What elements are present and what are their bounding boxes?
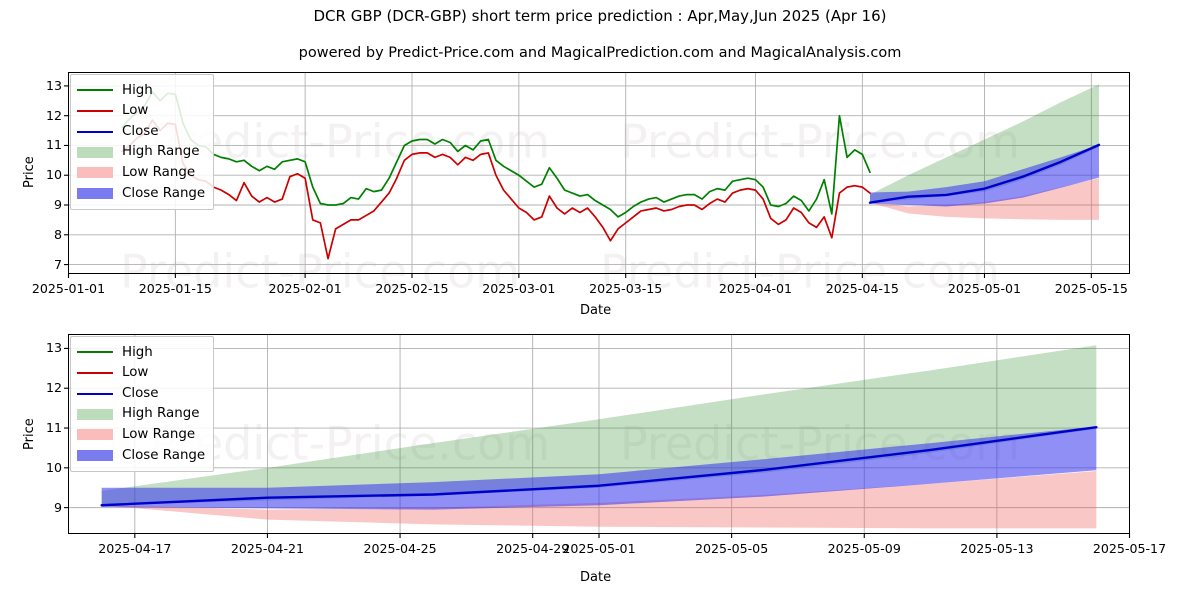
bottom-legend-label: Low	[122, 365, 149, 381]
x-axis-tick-label: 2025-03-01	[482, 280, 556, 296]
series-line-low	[121, 119, 871, 260]
x-axis-tick-label: 2025-02-15	[375, 280, 449, 296]
bottom-chart-panel: Predict-Price.com Predict-Price.com Price…	[0, 320, 1200, 600]
top-chart-legend: High Low Close High Range Low Range Close Ran…	[70, 74, 215, 210]
series-line-close	[868, 143, 1101, 204]
top-legend-item-low: Low	[77, 101, 205, 122]
top-legend-label: Low Range	[122, 164, 196, 180]
top-plot-frame	[68, 72, 1130, 274]
bottom-legend-swatch-icon	[77, 346, 113, 359]
top-legend-item-high: High	[77, 80, 205, 101]
top-legend-swatch-icon	[77, 146, 113, 159]
y-axis-tick-label: 9	[53, 197, 62, 212]
bottom-legend-swatch-icon	[77, 408, 113, 421]
x-axis-tick-label: 2025-05-13	[960, 540, 1034, 556]
series-line-high	[121, 91, 871, 218]
bottom-legend-swatch-icon	[77, 428, 113, 441]
top-legend-item-high-range: High Range	[77, 142, 205, 163]
x-axis-tick-label: 2025-04-17	[98, 540, 172, 556]
bottom-legend-item-close: Close	[77, 383, 205, 404]
watermark-text: Predict-Price.com	[620, 115, 1020, 169]
x-axis-tick-label: 2025-03-15	[589, 280, 663, 296]
bottom-legend-swatch-icon	[77, 387, 113, 400]
x-axis-tick-label: 2025-04-25	[363, 540, 437, 556]
top-legend-label: Close Range	[122, 185, 206, 201]
x-axis-tick-label: 2025-05-05	[695, 540, 769, 556]
top-legend-label: Close	[122, 123, 159, 139]
bottom-legend-label: High Range	[122, 406, 200, 422]
y-axis-tick-label: 13	[45, 77, 62, 93]
tick-marks	[64, 85, 1092, 278]
close-range-band	[101, 426, 1097, 510]
x-axis-tick-label: 2025-04-29	[496, 540, 570, 556]
watermark-text: Predict-Price.com	[150, 115, 550, 169]
bottom-legend-swatch-icon	[77, 366, 113, 379]
y-axis-tick-label: 10	[45, 459, 62, 475]
top-legend-swatch-icon	[77, 166, 113, 179]
x-axis-tick-label: 2025-01-15	[138, 280, 212, 296]
top-legend-label: High Range	[122, 144, 200, 160]
watermark-text: Predict-Price.com	[120, 245, 520, 299]
x-axis-tick-label: 2025-04-15	[825, 280, 899, 296]
x-axis-tick-label: 2025-04-21	[230, 540, 305, 556]
bottom-legend-swatch-icon	[77, 449, 113, 462]
y-axis-tick-label: 11	[45, 137, 62, 153]
top-legend-item-close-range: Close Range	[77, 183, 205, 204]
x-axis-tick-label: 2025-05-17	[1092, 540, 1167, 556]
bottom-x-axis-label: Date	[580, 570, 612, 585]
watermark-text: Predict-Price.com	[600, 245, 1000, 299]
x-axis-tick-label: 2025-04-01	[718, 280, 793, 296]
top-legend-swatch-icon	[77, 125, 113, 138]
top-legend-label: Low	[122, 103, 149, 119]
watermark-text: Predict-Price.com	[150, 417, 550, 471]
bottom-chart-canvas: Predict-Price.com Predict-Price.com	[64, 334, 1131, 538]
bottom-legend-item-low: Low	[77, 363, 205, 384]
x-axis-tick-label: 2025-01-01	[31, 280, 106, 296]
y-axis-tick-label: 11	[45, 420, 62, 436]
bottom-legend-label: Close Range	[122, 447, 206, 463]
y-axis-tick-label: 9	[53, 499, 62, 515]
bottom-plot-frame	[68, 334, 1130, 534]
bottom-legend-label: High	[122, 344, 153, 360]
tick-marks	[64, 347, 1131, 538]
y-axis-tick-label: 8	[53, 226, 62, 242]
top-legend-item-low-range: Low Range	[77, 162, 205, 183]
high-range-band	[869, 84, 1099, 203]
y-axis-tick-label: 12	[45, 380, 62, 396]
x-axis-tick-label: 2025-05-01	[562, 540, 636, 556]
series-line-close	[100, 426, 1098, 507]
low-range-band	[101, 471, 1097, 529]
bottom-legend-item-close-range: Close Range	[77, 445, 205, 466]
page-subtitle: powered by Predict-Price.com and Magical…	[298, 45, 902, 61]
x-axis-tick-label: 2025-05-09	[827, 540, 901, 556]
top-legend-swatch-icon	[77, 104, 113, 117]
x-axis-tick-label: 2025-02-01	[268, 280, 342, 296]
top-legend-swatch-icon	[77, 84, 113, 97]
high-range-band	[101, 345, 1097, 506]
page-title: DCR GBP (DCR-GBP) short term price predi…	[313, 7, 887, 25]
top-legend-swatch-icon	[77, 187, 113, 200]
top-x-axis-label: Date	[580, 303, 612, 318]
bottom-legend-item-high-range: High Range	[77, 404, 205, 425]
x-axis-tick-label: 2025-05-15	[1054, 280, 1128, 296]
top-chart-panel: Predict-Price.com Predict-Price.com Predic…	[22, 72, 1130, 318]
close-range-band	[869, 144, 1099, 207]
y-axis-tick-label: 12	[45, 107, 62, 123]
bottom-legend-label: Close	[122, 385, 159, 401]
x-axis-tick-label: 2025-05-01	[947, 280, 1022, 296]
y-axis-tick-label: 7	[53, 256, 62, 272]
bottom-legend-label: Low Range	[122, 426, 196, 442]
y-axis-tick-label: 10	[45, 167, 62, 183]
top-legend-label: High	[122, 82, 153, 98]
bottom-legend-item-high: High	[77, 342, 205, 363]
bottom-chart-legend: High Low Close High Range Low Range Close Ran…	[70, 336, 215, 472]
low-range-band	[869, 178, 1099, 220]
y-axis-tick-label: 13	[45, 340, 62, 356]
top-legend-item-close: Close	[77, 121, 205, 142]
bottom-legend-item-low-range: Low Range	[77, 424, 205, 445]
